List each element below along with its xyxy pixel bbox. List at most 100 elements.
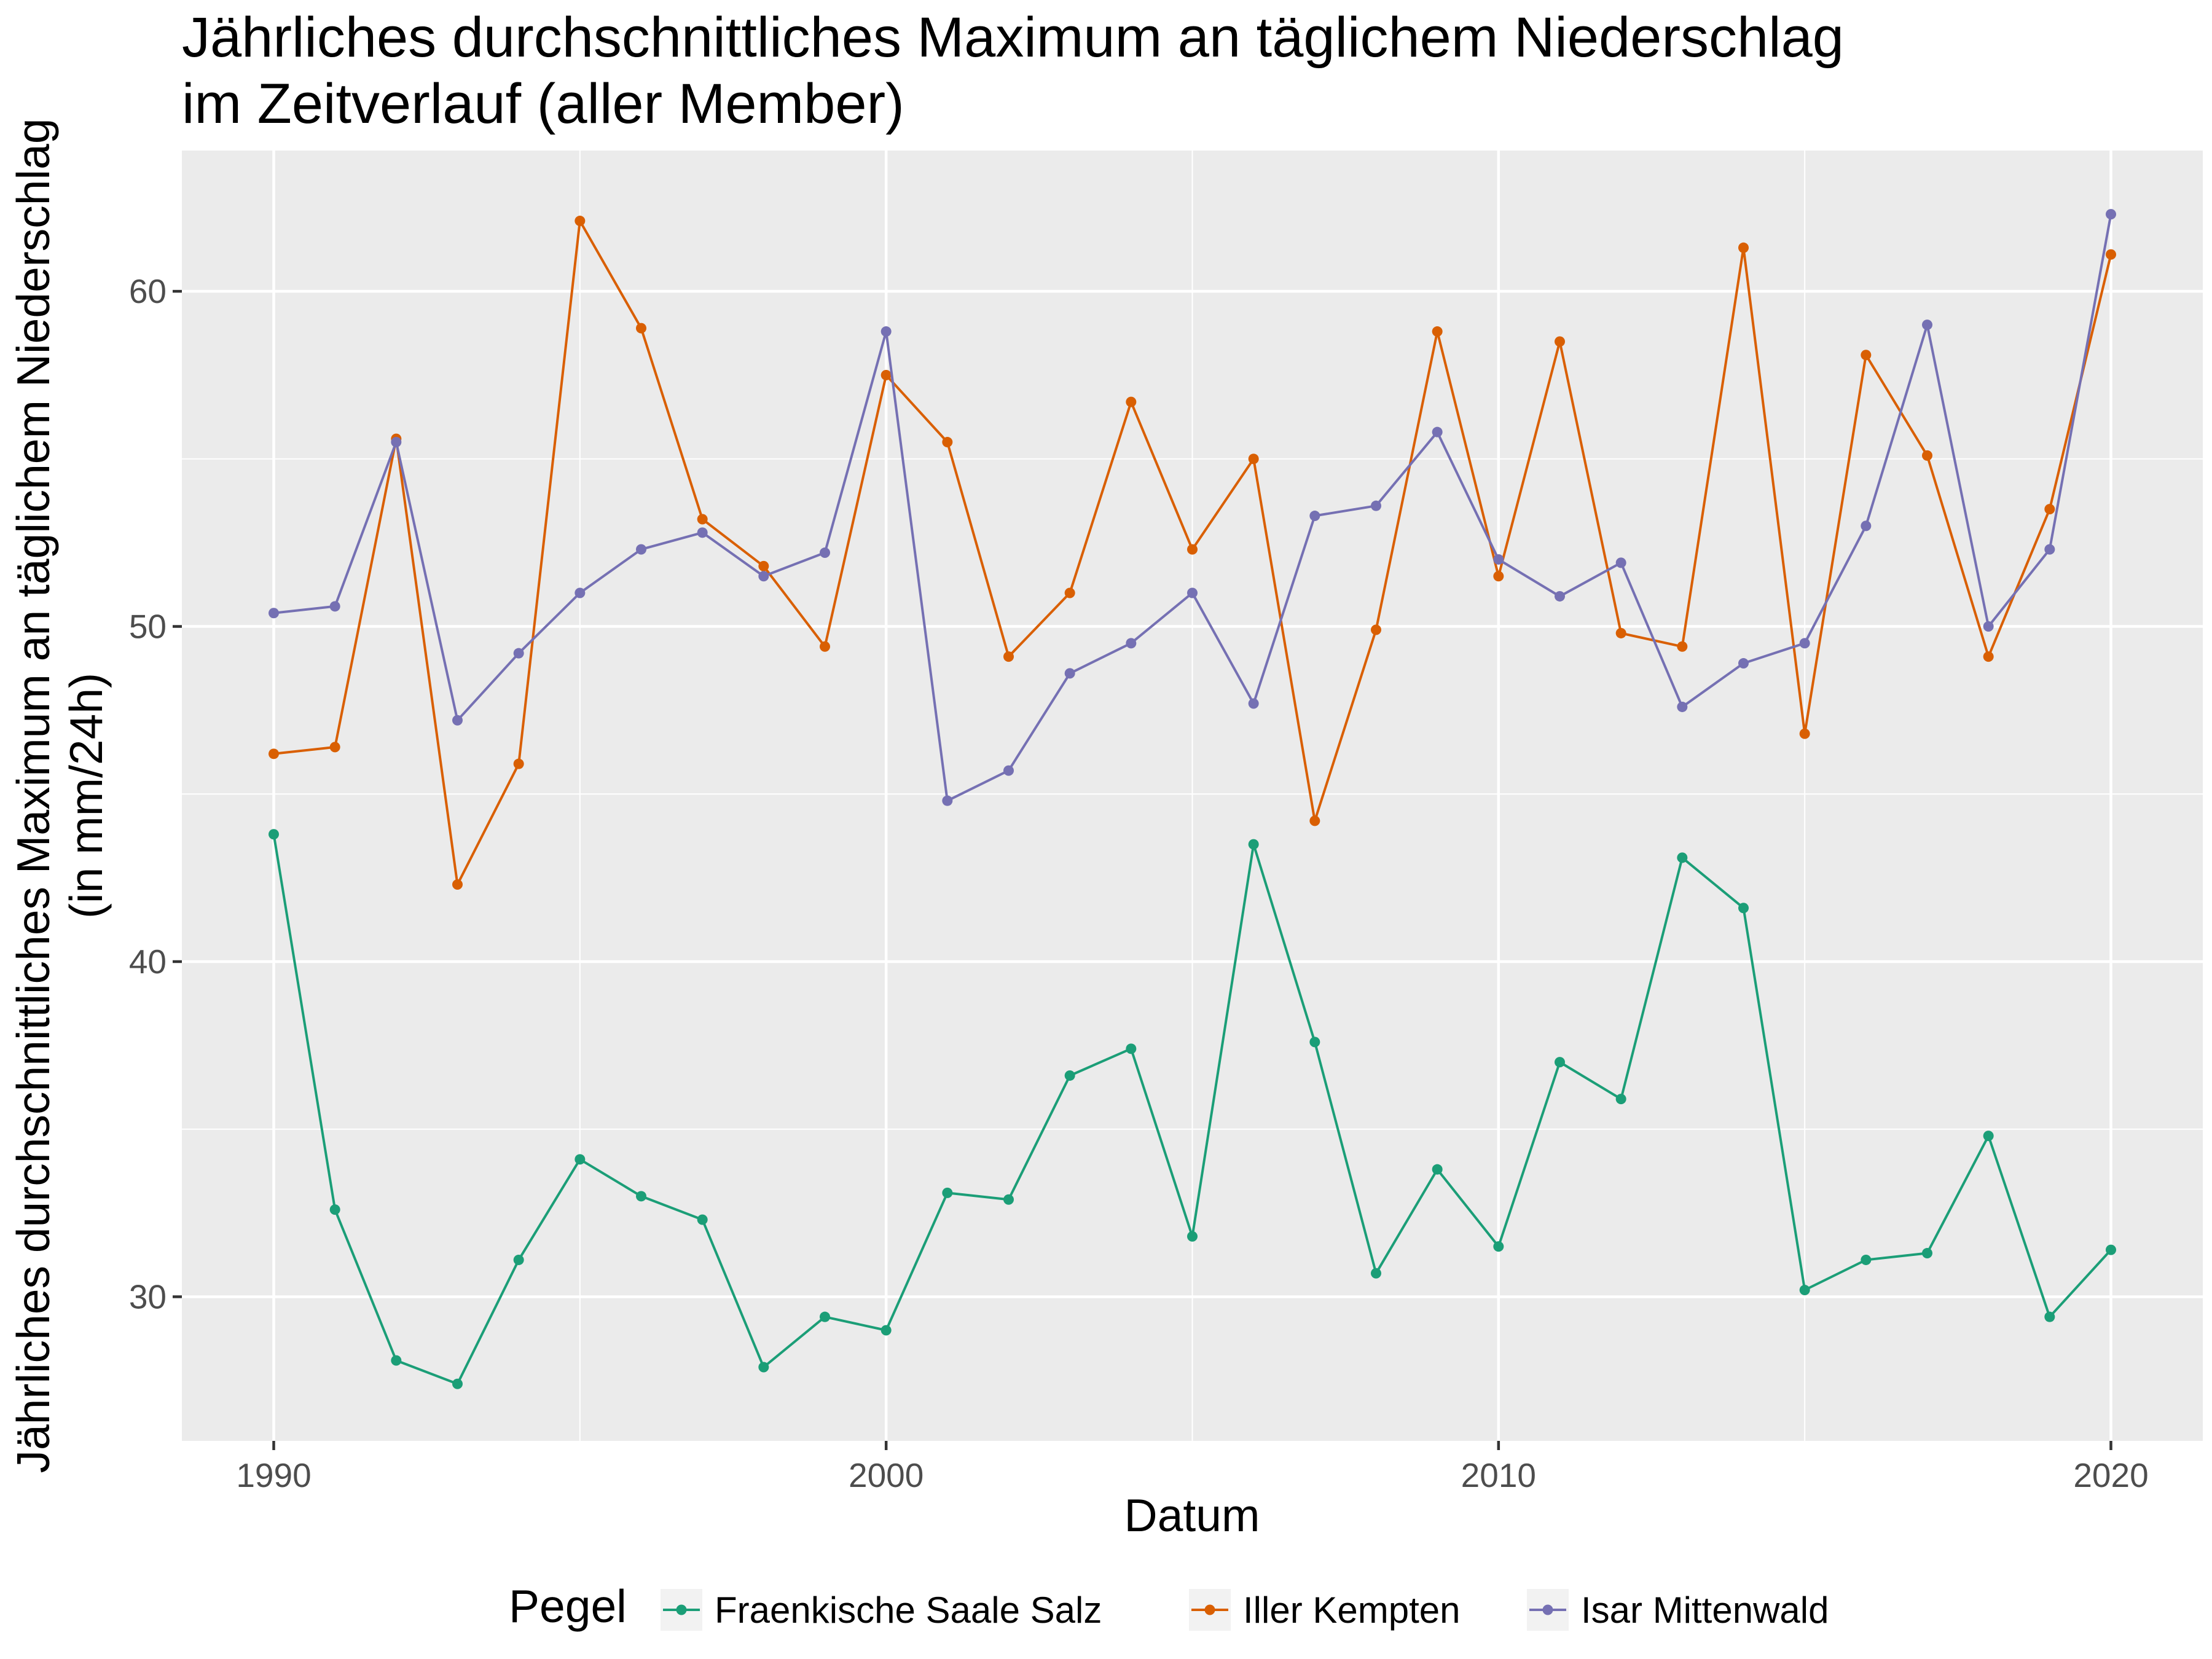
data-point-iller-kempten (1187, 544, 1198, 555)
legend-label-isar-mittenwald: Isar Mittenwald (1581, 1590, 1829, 1631)
data-point-iller-kempten (1064, 587, 1075, 598)
data-point-iller-kempten (942, 437, 953, 448)
y-tick-label: 40 (129, 943, 167, 981)
y-axis-title: Jährliches durchschnittliches Maximum an… (7, 118, 112, 1473)
data-point-isar-mittenwald (575, 587, 586, 598)
data-point-iller-kempten (636, 323, 646, 334)
data-point-fraenkische-saale-salz (452, 1378, 463, 1389)
y-axis-title-line-1: Jährliches durchschnittliches Maximum an… (7, 118, 59, 1473)
data-point-fraenkische-saale-salz (1371, 1268, 1381, 1279)
data-point-fraenkische-saale-salz (636, 1191, 646, 1202)
data-point-iller-kempten (269, 748, 279, 759)
data-point-isar-mittenwald (1432, 426, 1443, 437)
data-point-fraenkische-saale-salz (1738, 903, 1749, 914)
x-tick-label: 1990 (236, 1456, 311, 1494)
data-point-isar-mittenwald (1555, 590, 1565, 602)
data-point-isar-mittenwald (2044, 544, 2055, 555)
data-point-fraenkische-saale-salz (1187, 1231, 1198, 1242)
y-axis-title-line-2: (in mm/24h) (60, 673, 112, 919)
x-axis-ticks: 1990 2000 2010 2020 (236, 1441, 2149, 1494)
data-point-iller-kempten (1922, 450, 1932, 461)
data-point-fraenkische-saale-salz (575, 1154, 586, 1165)
data-point-fraenkische-saale-salz (1677, 852, 1688, 863)
data-point-fraenkische-saale-salz (820, 1311, 830, 1322)
data-point-isar-mittenwald (820, 547, 830, 559)
data-point-iller-kempten (1738, 242, 1749, 253)
data-point-isar-mittenwald (697, 527, 708, 538)
data-point-fraenkische-saale-salz (1983, 1131, 1994, 1142)
data-point-fraenkische-saale-salz (329, 1204, 340, 1215)
data-point-isar-mittenwald (2106, 209, 2116, 220)
legend-key-point (1204, 1604, 1215, 1615)
data-point-isar-mittenwald (1861, 520, 1872, 531)
data-point-isar-mittenwald (758, 571, 769, 582)
data-point-isar-mittenwald (1615, 557, 1626, 568)
data-point-iller-kempten (880, 369, 892, 380)
data-point-isar-mittenwald (636, 544, 646, 555)
x-tick-label: 2010 (1461, 1456, 1536, 1494)
data-point-iller-kempten (1677, 641, 1688, 652)
data-point-iller-kempten (697, 514, 708, 525)
data-point-fraenkische-saale-salz (1003, 1194, 1014, 1205)
data-point-iller-kempten (1371, 624, 1381, 635)
data-point-iller-kempten (1432, 326, 1443, 337)
data-point-iller-kempten (2106, 249, 2116, 260)
data-point-fraenkische-saale-salz (269, 829, 279, 840)
data-point-isar-mittenwald (1003, 765, 1014, 776)
data-point-fraenkische-saale-salz (1799, 1285, 1810, 1296)
chart-title-line-2: im Zeitverlauf (aller Member) (182, 73, 904, 135)
legend: Pegel Fraenkische Saale Salz Iller Kempte… (509, 1580, 1829, 1632)
chart-title-line-1: Jährliches durchschnittliches Maximum an… (182, 6, 1844, 69)
data-point-fraenkische-saale-salz (1615, 1094, 1626, 1105)
data-point-fraenkische-saale-salz (1493, 1241, 1504, 1252)
data-point-isar-mittenwald (329, 601, 340, 612)
data-point-isar-mittenwald (1922, 320, 1932, 331)
data-point-iller-kempten (513, 758, 524, 769)
legend-item-isar-mittenwald: Isar Mittenwald (1527, 1589, 1829, 1631)
data-point-fraenkische-saale-salz (942, 1187, 953, 1198)
data-point-fraenkische-saale-salz (1861, 1254, 1872, 1265)
data-point-iller-kempten (1983, 651, 1994, 662)
data-point-isar-mittenwald (1371, 500, 1381, 511)
data-point-isar-mittenwald (391, 437, 402, 448)
data-point-isar-mittenwald (1187, 587, 1198, 598)
data-point-iller-kempten (452, 879, 463, 890)
y-tick-label: 50 (129, 608, 167, 646)
legend-label-iller-kempten: Iller Kempten (1243, 1590, 1461, 1631)
legend-item-iller-kempten: Iller Kempten (1189, 1589, 1461, 1631)
data-point-iller-kempten (329, 742, 340, 753)
data-point-iller-kempten (1555, 336, 1565, 347)
data-point-fraenkische-saale-salz (2106, 1244, 2116, 1255)
data-point-isar-mittenwald (269, 608, 279, 619)
data-point-isar-mittenwald (1064, 668, 1075, 679)
x-tick-label: 2020 (2073, 1456, 2148, 1494)
data-point-fraenkische-saale-salz (697, 1214, 708, 1225)
data-point-fraenkische-saale-salz (1309, 1037, 1320, 1048)
data-point-isar-mittenwald (452, 715, 463, 726)
data-point-isar-mittenwald (1983, 621, 1994, 632)
data-point-isar-mittenwald (1799, 638, 1810, 649)
data-point-fraenkische-saale-salz (1555, 1057, 1565, 1068)
data-point-fraenkische-saale-salz (513, 1254, 524, 1265)
data-point-isar-mittenwald (1126, 638, 1137, 649)
series-layer (269, 209, 2116, 1389)
data-point-iller-kempten (820, 641, 830, 652)
y-axis-ticks: 30 40 50 60 (129, 272, 182, 1316)
data-point-isar-mittenwald (880, 326, 892, 337)
legend-key-point (676, 1604, 687, 1615)
data-point-iller-kempten (1493, 571, 1504, 582)
data-point-fraenkische-saale-salz (1922, 1248, 1932, 1259)
data-point-fraenkische-saale-salz (391, 1355, 402, 1366)
data-point-fraenkische-saale-salz (1126, 1043, 1137, 1054)
data-point-isar-mittenwald (1309, 511, 1320, 522)
data-point-iller-kempten (575, 216, 586, 227)
data-point-iller-kempten (1003, 651, 1014, 662)
grid-major (182, 151, 2203, 1441)
x-axis-title: Datum (1124, 1489, 1260, 1541)
data-point-fraenkische-saale-salz (2044, 1311, 2055, 1322)
data-point-iller-kempten (758, 560, 769, 571)
data-point-isar-mittenwald (1677, 701, 1688, 712)
data-point-isar-mittenwald (942, 795, 953, 806)
y-tick-label: 60 (129, 272, 167, 310)
legend-title: Pegel (509, 1580, 627, 1632)
